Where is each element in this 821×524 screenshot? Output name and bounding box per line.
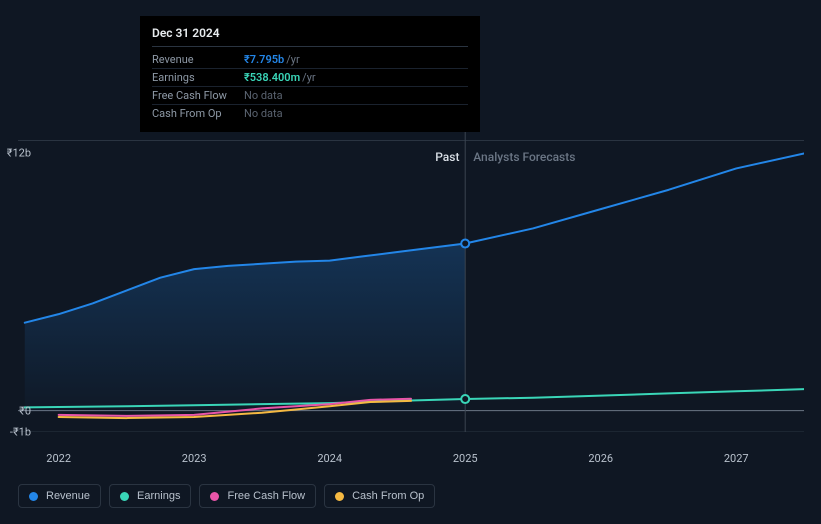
legend-swatch-icon xyxy=(335,492,344,501)
legend-swatch-icon xyxy=(210,492,219,501)
y-tick-label: ₹12b xyxy=(7,147,31,160)
tooltip-row: Cash From OpNo data xyxy=(152,105,468,122)
tooltip-row: Free Cash FlowNo data xyxy=(152,87,468,105)
tooltip-row-nodata: No data xyxy=(244,89,283,102)
x-tick-label: 2026 xyxy=(588,452,613,465)
x-tick-label: 2022 xyxy=(46,452,71,465)
tooltip-row: Revenue₹7.795b /yr xyxy=(152,51,468,69)
y-tick-label: -₹1b xyxy=(10,426,31,439)
y-tick-label: ₹0 xyxy=(19,404,31,417)
region-label-past: Past xyxy=(435,150,459,164)
tooltip-row: Earnings₹538.400m /yr xyxy=(152,69,468,87)
region-label-forecast: Analysts Forecasts xyxy=(473,150,575,164)
legend-toggle-cash_from_op[interactable]: Cash From Op xyxy=(324,484,435,508)
cursor-marker-earnings xyxy=(461,395,469,403)
x-tick-label: 2024 xyxy=(317,452,342,465)
chart-plot-area[interactable] xyxy=(18,132,804,432)
chart-svg xyxy=(18,132,804,432)
x-tick-label: 2025 xyxy=(453,452,478,465)
tooltip-row-unit: /yr xyxy=(286,53,299,66)
tooltip-row-label: Earnings xyxy=(152,71,244,84)
tooltip-row-value: ₹7.795b xyxy=(244,53,284,66)
x-tick-label: 2027 xyxy=(724,452,749,465)
tooltip-title: Dec 31 2024 xyxy=(152,26,468,47)
tooltip-row-label: Revenue xyxy=(152,53,244,66)
legend-swatch-icon xyxy=(120,492,129,501)
x-tick-label: 2023 xyxy=(182,452,207,465)
legend-label: Free Cash Flow xyxy=(227,490,305,502)
legend-toggle-free_cash_flow[interactable]: Free Cash Flow xyxy=(199,484,316,508)
tooltip-row-nodata: No data xyxy=(244,107,283,120)
legend-swatch-icon xyxy=(29,492,38,501)
chart-legend: Revenue Earnings Free Cash Flow Cash From O… xyxy=(18,484,435,508)
cursor-marker-revenue xyxy=(461,240,469,248)
tooltip-row-value: ₹538.400m xyxy=(244,71,300,84)
legend-label: Earnings xyxy=(137,490,180,502)
tooltip-row-unit: /yr xyxy=(302,71,315,84)
legend-toggle-earnings[interactable]: Earnings xyxy=(109,484,191,508)
tooltip-row-label: Cash From Op xyxy=(152,107,244,120)
legend-label: Cash From Op xyxy=(352,490,424,502)
tooltip-row-label: Free Cash Flow xyxy=(152,89,244,102)
legend-label: Revenue xyxy=(46,490,90,502)
legend-toggle-revenue[interactable]: Revenue xyxy=(18,484,101,508)
chart-tooltip: Dec 31 2024 Revenue₹7.795b /yrEarnings₹5… xyxy=(140,16,480,132)
